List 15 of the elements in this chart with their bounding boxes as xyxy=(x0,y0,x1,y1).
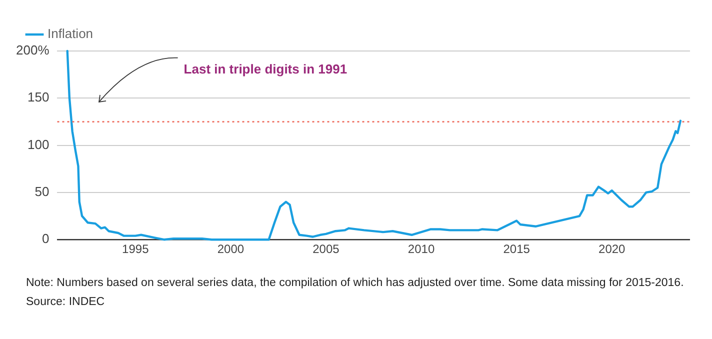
x-tick-label: 2010 xyxy=(408,242,435,256)
y-tick-label: 0 xyxy=(42,231,50,246)
annotation: Last in triple digits in 1991 xyxy=(184,61,348,76)
y-tick-label: 150 xyxy=(28,90,50,105)
source-note: Source: INDEC xyxy=(26,295,106,310)
text: Note: Numbers based on several series data, the compilation of which has adjusted over time. Some data missing for 2015-2016. xyxy=(26,276,685,291)
x-tick-label: 2015 xyxy=(503,242,530,256)
x-tick-label: 2005 xyxy=(312,242,340,256)
legend-label: Inflation xyxy=(48,26,94,42)
x-tick-label: 1995 xyxy=(122,242,150,256)
y-tick-label: 100 xyxy=(28,136,50,152)
y-tick-label: 50 xyxy=(34,184,50,200)
y-tick-label: 200% xyxy=(16,42,50,58)
x-tick-label: 2020 xyxy=(598,242,626,256)
x-tick-label: 2000 xyxy=(217,242,244,256)
